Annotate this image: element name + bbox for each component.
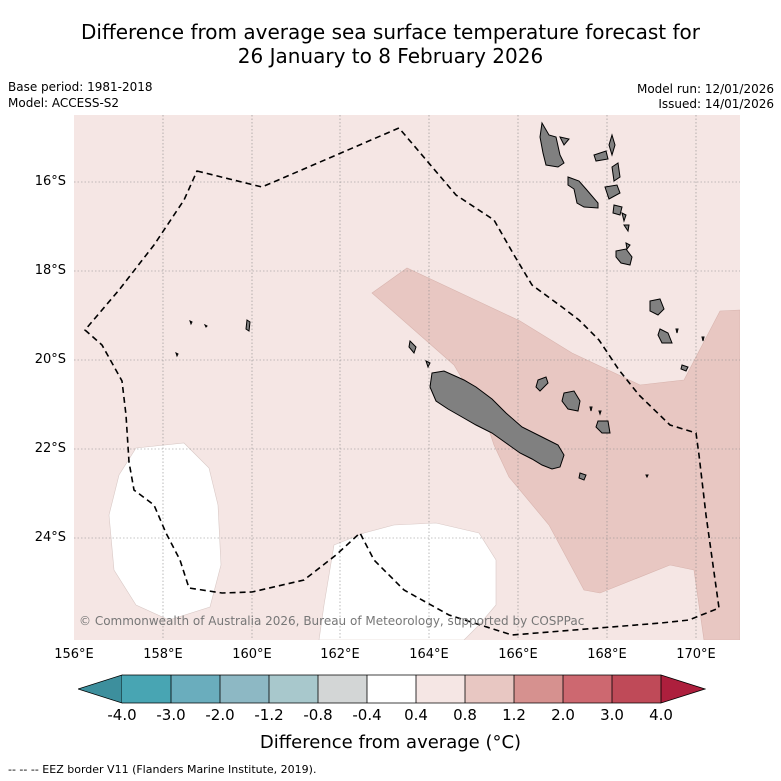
colorbar-tick: -0.4 <box>352 706 382 724</box>
colorbar-bin-3 <box>220 675 269 703</box>
colorbar-tick: 3.0 <box>600 706 624 724</box>
colorbar-bin-6 <box>367 675 416 703</box>
colorbar-bin-1 <box>122 675 171 703</box>
colorbar-tick: 0.8 <box>453 706 477 724</box>
lon-label-156e: 156°E <box>54 647 94 662</box>
colorbar-tick: 1.2 <box>502 706 526 724</box>
near-average-region-south <box>318 522 497 640</box>
colorbar-bin-7 <box>416 675 465 703</box>
copyright-notice: © Commonwealth of Australia 2026, Bureau… <box>79 614 585 628</box>
issued-date: Issued: 14/01/2026 <box>658 97 774 111</box>
colorbar-tick: 0.4 <box>404 706 428 724</box>
lon-label-168e: 168°E <box>587 647 627 662</box>
colorbar-bin-9 <box>514 675 563 703</box>
colorbar-bin-4 <box>269 675 318 703</box>
lat-label-24s: 24°S <box>34 530 66 545</box>
sst-anomaly-map <box>74 115 740 640</box>
colorbar-tick: -2.0 <box>205 706 235 724</box>
colorbar <box>78 674 706 704</box>
colorbar-tick: -3.0 <box>156 706 186 724</box>
lat-label-18s: 18°S <box>34 263 66 278</box>
lon-label-160e: 160°E <box>232 647 272 662</box>
title-line-2: 26 January to 8 February 2026 <box>237 44 544 68</box>
colorbar-tick: 4.0 <box>649 706 673 724</box>
model-run: Model run: 12/01/2026 <box>636 82 774 96</box>
colorbar-tick: 2.0 <box>551 706 575 724</box>
land-vanuatu <box>539 121 705 372</box>
colorbar-extend-low <box>78 674 123 704</box>
colorbar-bin-2 <box>171 675 220 703</box>
lat-label-16s: 16°S <box>34 174 66 189</box>
colorbar-tick: -4.0 <box>107 706 137 724</box>
eez-legend: -- -- -- EEZ border V11 (Flanders Marine… <box>8 763 317 776</box>
eez-border <box>83 127 720 636</box>
colorbar-label: Difference from average (°C) <box>259 732 522 753</box>
colorbar-bin-5 <box>318 675 367 703</box>
lat-label-20s: 20°S <box>34 352 66 367</box>
lon-label-158e: 158°E <box>143 647 183 662</box>
colorbar-bin-10 <box>563 675 612 703</box>
model-name: Model: ACCESS-S2 <box>8 96 120 110</box>
near-average-region-west <box>108 442 222 621</box>
gridlines <box>74 115 740 640</box>
lon-label-164e: 164°E <box>409 647 449 662</box>
land-new-caledonia <box>408 339 649 481</box>
colorbar-tick: -0.8 <box>303 706 333 724</box>
land-chesterfield <box>175 319 251 358</box>
colorbar-bin-11 <box>612 675 661 703</box>
title-line-1: Difference from average sea surface temp… <box>80 20 700 44</box>
lon-label-162e: 162°E <box>320 647 360 662</box>
colorbar-bin-8 <box>465 675 514 703</box>
lon-label-166e: 166°E <box>498 647 538 662</box>
colorbar-tick: -1.2 <box>254 706 284 724</box>
colorbar-extend-high <box>660 674 706 704</box>
lon-label-170e: 170°E <box>676 647 716 662</box>
lat-label-22s: 22°S <box>34 441 66 456</box>
base-period: Base period: 1981-2018 <box>8 80 153 94</box>
